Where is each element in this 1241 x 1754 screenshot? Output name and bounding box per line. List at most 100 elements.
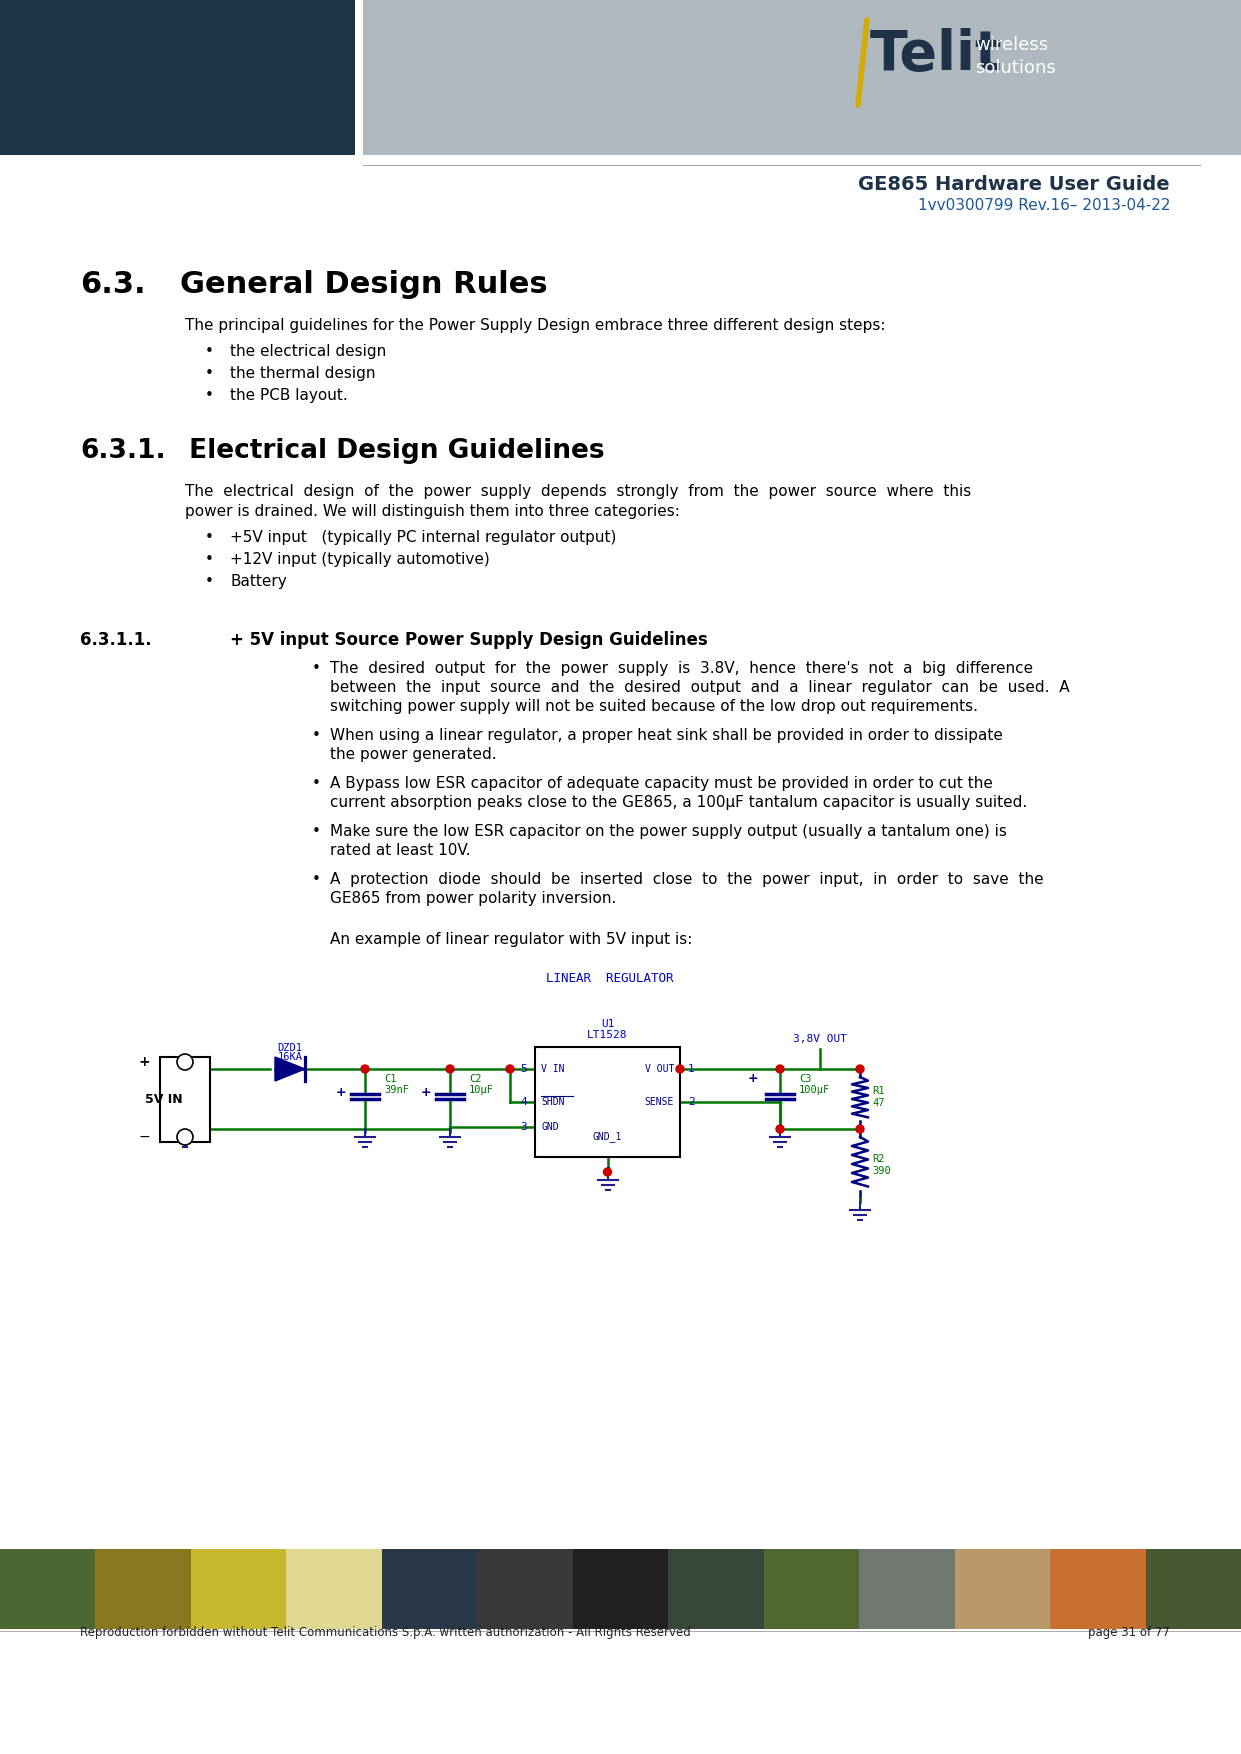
Text: •: • xyxy=(205,574,213,589)
Circle shape xyxy=(361,1065,369,1073)
Text: 39nF: 39nF xyxy=(383,1086,410,1094)
Text: the PCB layout.: the PCB layout. xyxy=(230,388,347,403)
Text: GND_1: GND_1 xyxy=(593,1131,622,1142)
Text: between  the  input  source  and  the  desired  output  and  a  linear  regulato: between the input source and the desired… xyxy=(330,681,1070,695)
Bar xyxy=(1050,1549,1145,1629)
Text: •: • xyxy=(205,553,213,567)
Text: C2: C2 xyxy=(469,1073,482,1084)
Bar xyxy=(0,0,355,154)
Text: 100μF: 100μF xyxy=(799,1086,830,1094)
Text: Battery: Battery xyxy=(230,574,287,589)
Text: 6.3.: 6.3. xyxy=(79,270,145,298)
Text: Electrical Design Guidelines: Electrical Design Guidelines xyxy=(180,438,604,465)
Text: •: • xyxy=(311,775,321,791)
Text: 10μF: 10μF xyxy=(469,1086,494,1094)
Text: 6.3.1.: 6.3.1. xyxy=(79,438,165,465)
Text: 6.3.1.1.: 6.3.1.1. xyxy=(79,631,151,649)
Text: •: • xyxy=(205,530,213,545)
Text: 1: 1 xyxy=(688,1065,695,1073)
Text: wireless: wireless xyxy=(975,37,1049,54)
Text: the electrical design: the electrical design xyxy=(230,344,386,360)
Text: U1: U1 xyxy=(601,1019,614,1030)
Text: GE865 Hardware User Guide: GE865 Hardware User Guide xyxy=(859,175,1170,195)
Text: the power generated.: the power generated. xyxy=(330,747,496,761)
Text: •: • xyxy=(311,661,321,675)
Text: •: • xyxy=(311,824,321,838)
Text: +: + xyxy=(747,1072,758,1086)
Text: V IN: V IN xyxy=(541,1065,565,1073)
Text: 4: 4 xyxy=(520,1096,527,1107)
Text: current absorption peaks close to the GE865, a 100μF tantalum capacitor is usual: current absorption peaks close to the GE… xyxy=(330,795,1028,810)
Text: GE865 from power polarity inversion.: GE865 from power polarity inversion. xyxy=(330,891,617,907)
Text: DZD1: DZD1 xyxy=(278,1044,303,1052)
Text: The  electrical  design  of  the  power  supply  depends  strongly  from  the  p: The electrical design of the power suppl… xyxy=(185,484,972,498)
Bar xyxy=(573,1549,668,1629)
Bar xyxy=(1145,1549,1241,1629)
Circle shape xyxy=(603,1168,612,1175)
Bar xyxy=(535,1047,680,1158)
Text: R2: R2 xyxy=(872,1154,885,1165)
Bar xyxy=(287,1549,382,1629)
Bar xyxy=(859,1549,954,1629)
Bar xyxy=(478,1549,573,1629)
Text: +5V input   (typically PC internal regulator output): +5V input (typically PC internal regulat… xyxy=(230,530,617,545)
Text: The  desired  output  for  the  power  supply  is  3.8V,  hence  there's  not  a: The desired output for the power supply … xyxy=(330,661,1033,675)
Text: solutions: solutions xyxy=(975,60,1056,77)
Text: 5: 5 xyxy=(520,1065,527,1073)
Text: The principal guidelines for the Power Supply Design embrace three different des: The principal guidelines for the Power S… xyxy=(185,317,886,333)
Bar xyxy=(954,1549,1050,1629)
Text: •: • xyxy=(205,388,213,403)
Bar xyxy=(96,1549,191,1629)
Text: 3: 3 xyxy=(520,1123,527,1131)
Text: 3,8V OUT: 3,8V OUT xyxy=(793,1035,848,1044)
Bar xyxy=(763,1549,859,1629)
Bar xyxy=(668,1549,763,1629)
Text: the thermal design: the thermal design xyxy=(230,367,376,381)
Text: LINEAR  REGULATOR: LINEAR REGULATOR xyxy=(546,972,674,986)
Circle shape xyxy=(776,1065,784,1073)
Text: SENSE: SENSE xyxy=(644,1096,674,1107)
Circle shape xyxy=(177,1130,194,1145)
Bar xyxy=(160,1058,210,1142)
Text: Telit: Telit xyxy=(870,28,1003,82)
Bar xyxy=(355,0,364,154)
Circle shape xyxy=(506,1065,514,1073)
Text: +: + xyxy=(335,1086,346,1098)
Text: Make sure the low ESR capacitor on the power supply output (usually a tantalum o: Make sure the low ESR capacitor on the p… xyxy=(330,824,1006,838)
Text: LT1528: LT1528 xyxy=(587,1030,628,1040)
Text: 2: 2 xyxy=(688,1096,695,1107)
Bar xyxy=(191,1549,287,1629)
Text: 6: 6 xyxy=(604,1166,611,1177)
Text: power is drained. We will distinguish them into three categories:: power is drained. We will distinguish th… xyxy=(185,503,680,519)
Text: •: • xyxy=(205,367,213,381)
Text: rated at least 10V.: rated at least 10V. xyxy=(330,844,470,858)
Text: A  protection  diode  should  be  inserted  close  to  the  power  input,  in  o: A protection diode should be inserted cl… xyxy=(330,872,1044,888)
Text: SHDN: SHDN xyxy=(541,1096,565,1107)
Text: 390: 390 xyxy=(872,1166,891,1175)
Text: •: • xyxy=(311,728,321,744)
Text: A Bypass low ESR capacitor of adequate capacity must be provided in order to cut: A Bypass low ESR capacitor of adequate c… xyxy=(330,775,993,791)
Text: An example of linear regulator with 5V input is:: An example of linear regulator with 5V i… xyxy=(330,931,692,947)
Bar xyxy=(382,1549,478,1629)
Text: V OUT: V OUT xyxy=(644,1065,674,1073)
Text: page 31 of 77: page 31 of 77 xyxy=(1088,1626,1170,1638)
Text: When using a linear regulator, a proper heat sink shall be provided in order to : When using a linear regulator, a proper … xyxy=(330,728,1003,744)
Circle shape xyxy=(776,1124,784,1133)
Text: +: + xyxy=(421,1086,431,1098)
Bar xyxy=(0,1549,96,1629)
Text: C3: C3 xyxy=(799,1073,812,1084)
Text: 47: 47 xyxy=(872,1098,885,1109)
Text: GND: GND xyxy=(541,1123,558,1131)
Text: 5V IN: 5V IN xyxy=(145,1093,182,1107)
Text: Reproduction forbidden without Telit Communications S.p.A. written authorization: Reproduction forbidden without Telit Com… xyxy=(79,1626,691,1638)
Text: •: • xyxy=(311,872,321,888)
Text: +12V input (typically automotive): +12V input (typically automotive) xyxy=(230,553,490,567)
Circle shape xyxy=(856,1065,864,1073)
Text: General Design Rules: General Design Rules xyxy=(180,270,547,298)
Text: R1: R1 xyxy=(872,1086,885,1096)
Text: switching power supply will not be suited because of the low drop out requiremen: switching power supply will not be suite… xyxy=(330,700,978,714)
Text: 1vv0300799 Rev.16– 2013-04-22: 1vv0300799 Rev.16– 2013-04-22 xyxy=(917,198,1170,212)
Text: 16KA: 16KA xyxy=(278,1052,303,1061)
Bar xyxy=(364,0,1241,154)
Circle shape xyxy=(856,1124,864,1133)
